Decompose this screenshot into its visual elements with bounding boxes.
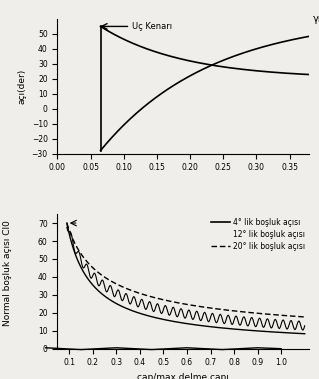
Legend: 4° lik boşluk açısı, 12° lik boşluk açısı, 20° lik boşluk açısı: 4° lik boşluk açısı, 12° lik boşluk açıs… [211, 218, 306, 251]
Text: Uç Kenarı: Uç Kenarı [132, 22, 173, 31]
Text: Normal boşluk açısı Cl0: Normal boşluk açısı Cl0 [3, 220, 12, 326]
X-axis label: çap/max delme çapı: çap/max delme çapı [137, 373, 229, 379]
Y-axis label: açı(der): açı(der) [17, 69, 26, 104]
Text: γn: γn [313, 14, 319, 24]
